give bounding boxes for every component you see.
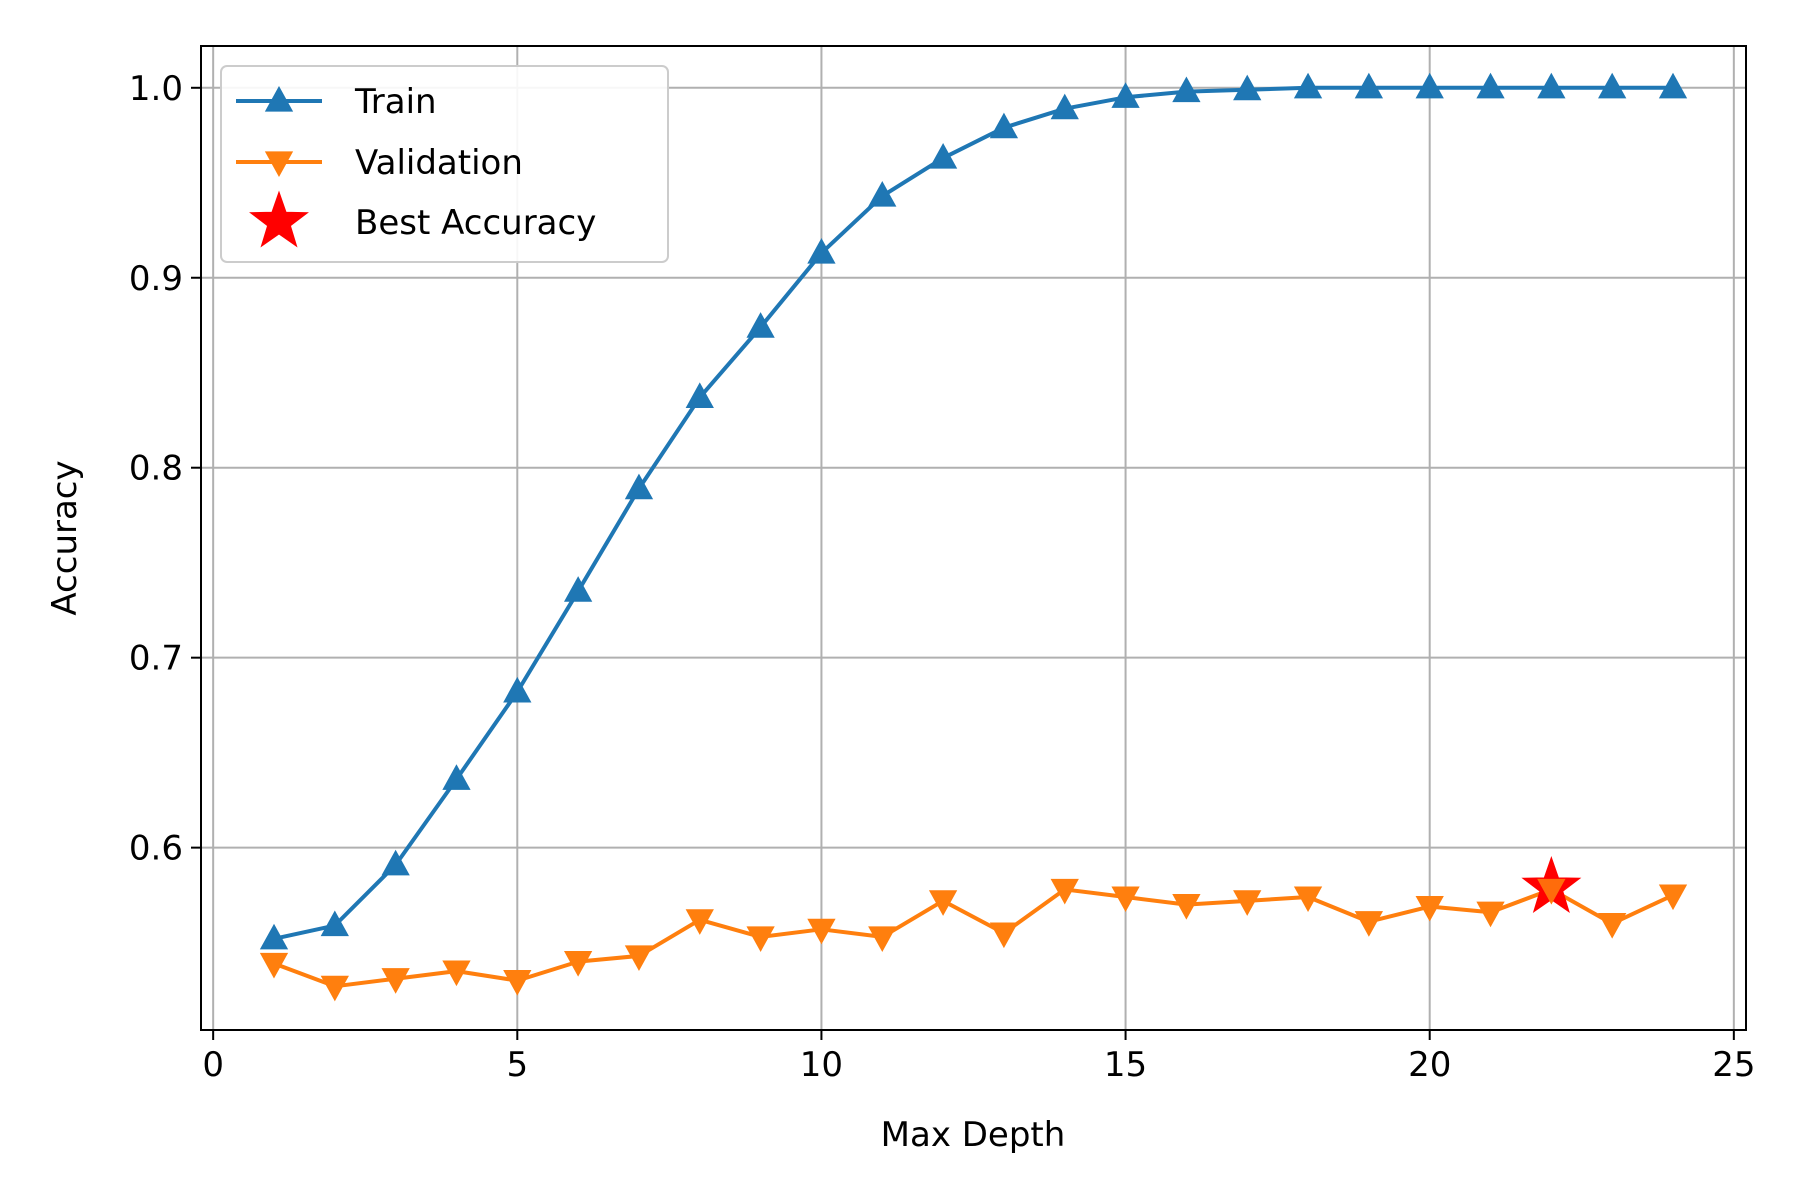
data-point-validation [1598, 913, 1627, 939]
data-point-train [1111, 82, 1140, 108]
series-train [259, 72, 1688, 950]
data-point-train [746, 312, 775, 338]
data-point-train [807, 238, 836, 264]
x-axis-title: Max Depth [881, 1115, 1066, 1155]
y-tick-label: 1.0 [129, 69, 183, 109]
x-tick-label: 25 [1712, 1045, 1755, 1085]
data-point-validation [1354, 911, 1384, 937]
data-point-validation [1293, 886, 1323, 913]
y-tick-label: 0.8 [129, 449, 183, 489]
data-point-validation [989, 922, 1019, 949]
data-point-validation [1476, 901, 1505, 928]
data-point-validation [1233, 890, 1262, 916]
data-point-validation [1111, 886, 1140, 913]
data-point-train [320, 910, 349, 937]
data-point-train [1415, 72, 1444, 99]
data-point-validation [624, 945, 654, 971]
x-tick-label: 15 [1104, 1045, 1147, 1085]
series-layer [259, 72, 1688, 1002]
legend-marker [249, 190, 309, 248]
data-point-train [928, 143, 958, 169]
x-tick-label: 5 [506, 1045, 528, 1085]
data-point-validation [563, 951, 593, 977]
data-point-train [1233, 74, 1262, 101]
y-tick-label: 0.9 [129, 259, 183, 299]
legend-item: Validation [236, 143, 523, 183]
data-point-train [1050, 93, 1079, 120]
data-point-validation [685, 909, 714, 935]
data-point-validation [259, 952, 289, 979]
data-point-validation [746, 926, 775, 952]
data-point-train [1172, 76, 1201, 103]
data-point-train [1476, 72, 1505, 99]
data-point-train [989, 112, 1019, 139]
data-point-validation [442, 960, 471, 987]
data-point-validation [503, 970, 532, 996]
series-validation [259, 878, 1688, 1002]
data-point-train [1658, 72, 1688, 99]
legend-label: Best Accuracy [355, 203, 596, 243]
data-point-train [503, 676, 532, 703]
data-point-validation [868, 926, 897, 952]
x-tick-label: 0 [202, 1045, 224, 1085]
data-point-train [685, 382, 714, 409]
data-point-train [563, 576, 593, 602]
series-line-train [273, 85, 1674, 941]
data-point-train [381, 849, 410, 876]
data-point-train [1598, 72, 1627, 99]
legend-label: Train [354, 82, 437, 122]
data-point-validation [1172, 894, 1201, 920]
x-tick-label: 20 [1408, 1045, 1451, 1085]
y-tick-label: 0.6 [129, 829, 183, 869]
series-line-validation [273, 887, 1674, 989]
data-point-validation-overlay [1537, 878, 1566, 905]
legend-label: Validation [355, 143, 523, 183]
legend-box [220, 65, 669, 263]
legend-marker [264, 151, 294, 178]
data-point-validation [1415, 895, 1444, 922]
data-point-train [1293, 72, 1323, 99]
plot-frame [200, 45, 1747, 1031]
legend-marker [264, 85, 294, 112]
data-point-train [259, 923, 289, 950]
data-point-validation [381, 968, 410, 994]
data-point-train [1354, 72, 1384, 99]
data-point-validation [320, 975, 349, 1002]
data-point-validation [1050, 878, 1079, 905]
legend: Train Validation Best Accuracy [220, 65, 669, 263]
data-point-validation [928, 890, 958, 916]
data-point-validation [1658, 884, 1688, 911]
data-point-validation [807, 918, 836, 945]
data-point-train [624, 473, 654, 500]
y-tick-label: 0.7 [129, 639, 183, 679]
x-tick-label: 10 [800, 1045, 843, 1085]
axis-ticks: 0 5 10 15 20 25 0.6 0.7 0.8 0.9 1.0 [129, 69, 1756, 1085]
legend-item: Best Accuracy [249, 190, 596, 248]
data-point-train [442, 764, 471, 790]
data-point-train [868, 181, 897, 207]
y-axis-title: Accuracy [45, 460, 85, 615]
legend-item: Train [236, 82, 437, 122]
data-point-train [1537, 72, 1566, 99]
